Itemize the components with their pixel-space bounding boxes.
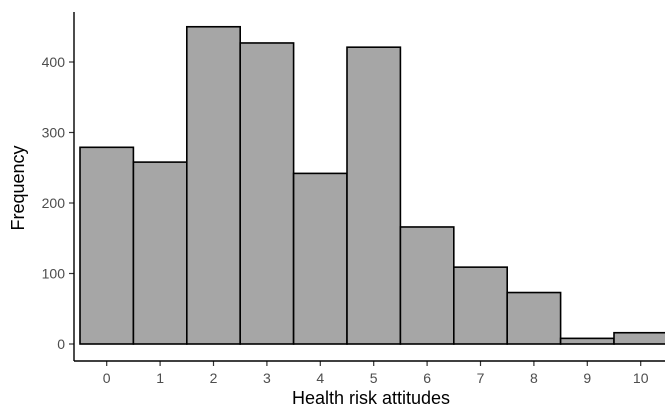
y-tick-label: 100 xyxy=(42,266,66,282)
x-axis-title: Health risk attitudes xyxy=(292,388,450,408)
x-tick-label: 0 xyxy=(103,370,111,386)
histogram-bar-0 xyxy=(79,146,135,345)
x-tick-label: 10 xyxy=(633,370,649,386)
bars-group xyxy=(79,25,665,345)
y-tick-label: 400 xyxy=(42,54,66,70)
histogram-bar-5 xyxy=(346,46,402,345)
x-tick-label: 7 xyxy=(477,370,485,386)
x-tick-label: 5 xyxy=(370,370,378,386)
x-tick-label: 4 xyxy=(316,370,324,386)
x-axis-ticks: 0 1 2 3 4 5 6 7 8 9 10 xyxy=(103,361,649,386)
histogram-bar-1 xyxy=(132,161,188,345)
histogram-bar-6 xyxy=(399,226,455,345)
histogram-bar-9 xyxy=(559,337,615,345)
x-tick-label: 9 xyxy=(583,370,591,386)
y-tick-label: 0 xyxy=(57,336,65,352)
x-tick-label: 8 xyxy=(530,370,538,386)
histogram-bar-10 xyxy=(613,331,665,345)
y-axis-title: Frequency xyxy=(8,145,28,230)
y-axis-ticks: 0 100 200 300 400 xyxy=(42,54,74,352)
histogram-bar-4 xyxy=(292,172,348,345)
x-tick-label: 1 xyxy=(156,370,164,386)
histogram-bar-7 xyxy=(452,266,508,345)
x-tick-label: 6 xyxy=(423,370,431,386)
x-tick-label: 2 xyxy=(210,370,218,386)
histogram-bar-8 xyxy=(506,291,562,345)
histogram-bar-3 xyxy=(239,42,295,345)
histogram-bar-2 xyxy=(186,25,242,345)
x-tick-label: 3 xyxy=(263,370,271,386)
y-tick-label: 300 xyxy=(42,125,66,141)
y-tick-label: 200 xyxy=(42,195,66,211)
